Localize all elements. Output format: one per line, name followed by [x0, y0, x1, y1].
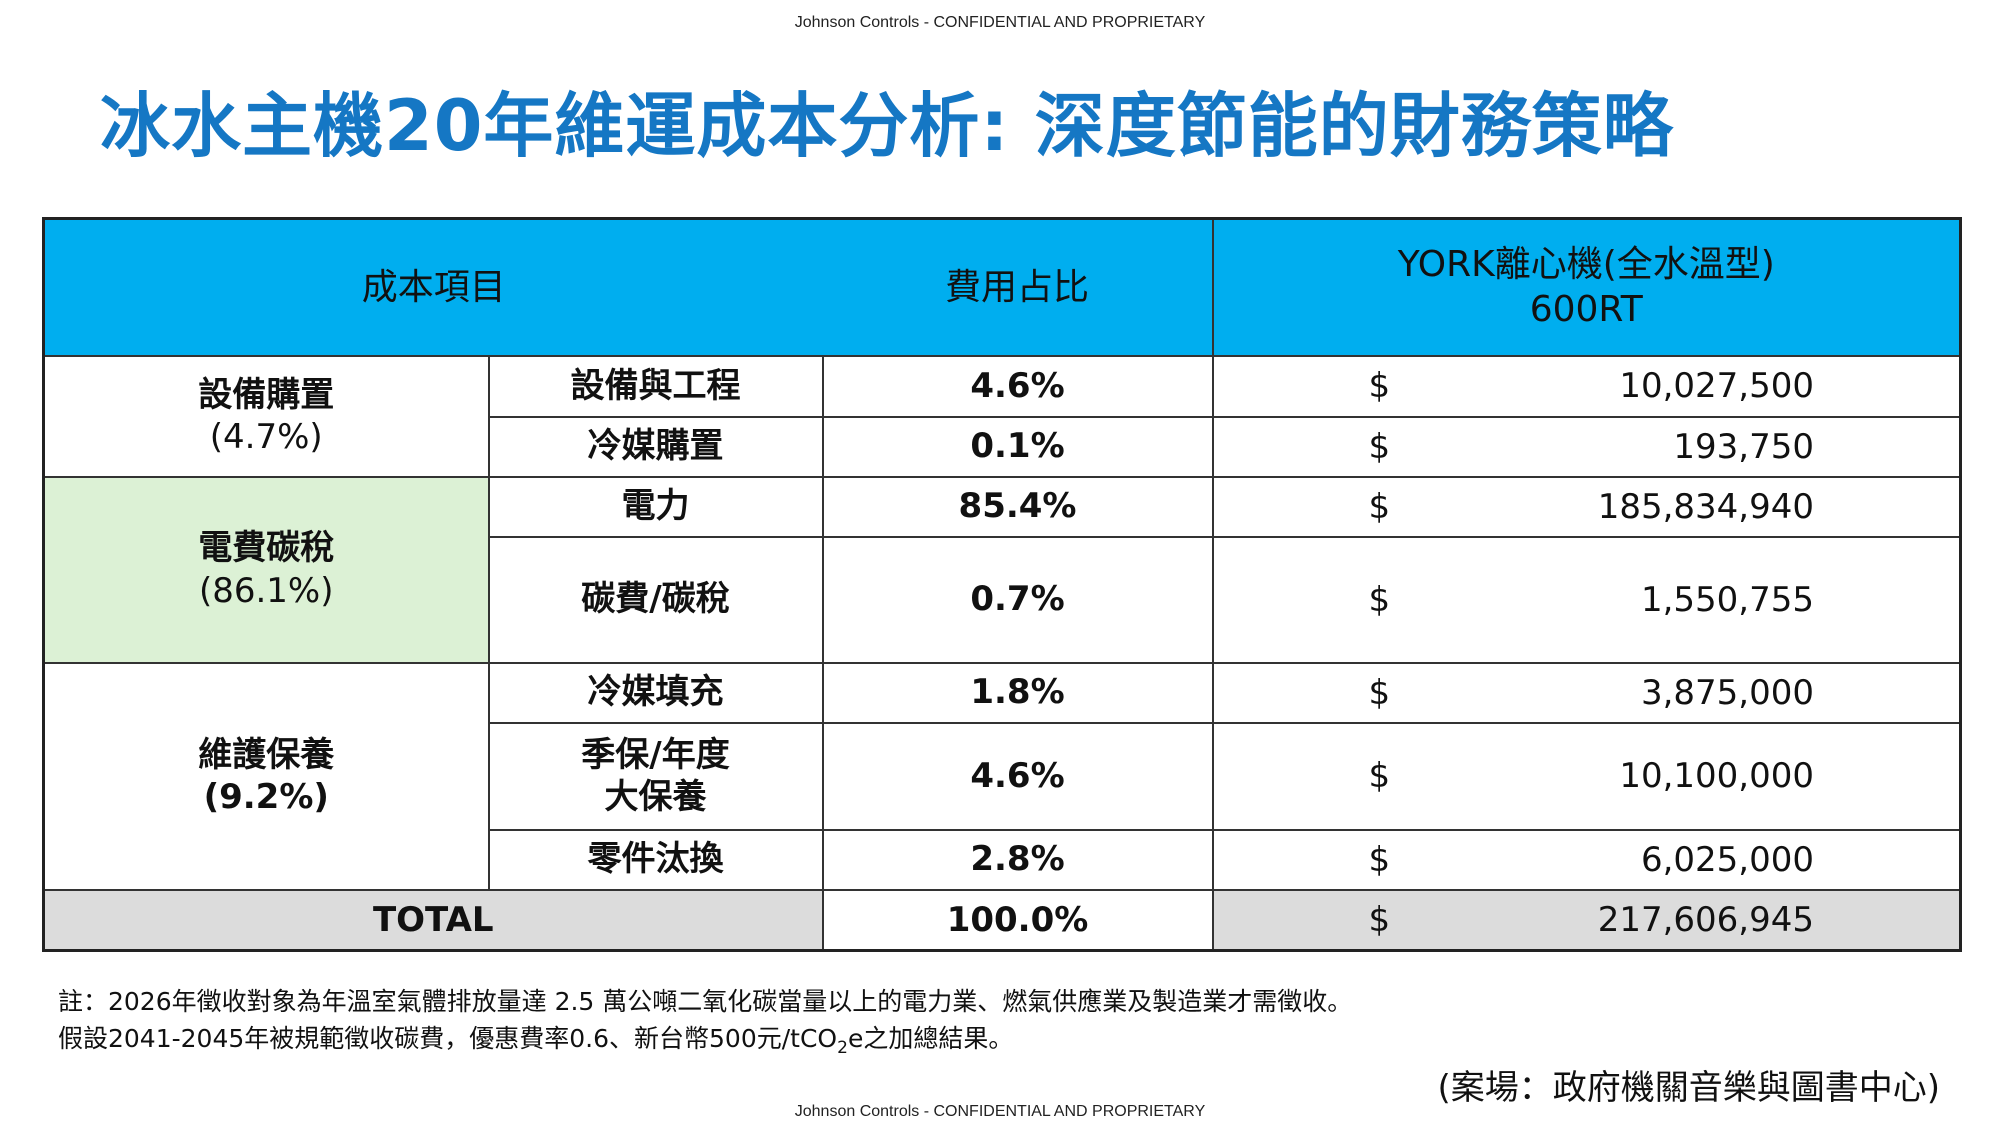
amount-value: 185,834,940 [1597, 486, 1815, 527]
table-row: 季保/年度 大保養 4.6% $ 10,100,000 [44, 721, 1962, 831]
confidential-header: Johnson Controls - CONFIDENTIAL AND PROP… [794, 14, 1206, 31]
page-title: 冰水主機20年維運成本分析: 深度節能的財務策略 [100, 85, 1674, 167]
footnotes: 註：2026年徵收對象為年溫室氣體排放量達 2.5 萬公噸二氧化碳當量以上的電力… [58, 983, 1352, 1067]
currency-symbol: $ [1368, 579, 1391, 620]
group-pct: (4.7%) [209, 417, 323, 457]
group-maintenance: 維護保養 (9.2%) [42, 661, 490, 891]
case-site-note: (案場：政府機關音樂與圖書中心) [1437, 1068, 1940, 1108]
amount-cell: $ 6,025,000 [1211, 828, 1962, 891]
amount-value: 10,100,000 [1619, 755, 1815, 796]
item-line-1: 季保/年度 [581, 734, 730, 775]
ratio-cell: 2.8% [821, 828, 1214, 891]
total-amount-cell: $ 217,606,945 [1211, 888, 1962, 952]
table-row: 冷媒購置 0.1% $ 193,750 [44, 415, 1962, 478]
amount-cell: $ 185,834,940 [1211, 475, 1962, 538]
amount-value: 1,550,755 [1640, 579, 1815, 620]
item-cell: 冷媒填充 [487, 661, 824, 724]
group-label: 維護保養 [198, 734, 335, 775]
amount-cell: $ 3,875,000 [1211, 661, 1962, 724]
currency-symbol: $ [1368, 426, 1391, 467]
item-cell: 設備與工程 [487, 354, 824, 418]
amount-cell: $ 10,027,500 [1211, 354, 1962, 418]
total-amount-value: 217,606,945 [1597, 899, 1815, 940]
item-cell: 碳費/碳稅 [487, 535, 824, 664]
amount-value: 6,025,000 [1640, 839, 1815, 880]
currency-symbol: $ [1368, 486, 1391, 527]
total-row: TOTAL 100.0% $ 217,606,945 [42, 888, 1962, 952]
group-equipment: 設備購置 (4.7%) [42, 354, 490, 478]
amount-cell: $ 10,100,000 [1211, 721, 1962, 831]
table-row: 電費碳稅 (86.1%) 電力 85.4% $ 185,834,940 [42, 475, 1962, 664]
cost-analysis-table: 成本項目 費用占比 YORK離心機(全水溫型) 600RT 設備購置 (4.7%… [42, 217, 1963, 952]
currency-symbol: $ [1368, 672, 1391, 713]
header-york-capacity: 600RT [1529, 289, 1643, 331]
currency-symbol: $ [1368, 365, 1391, 406]
header-york: YORK離心機(全水溫型) 600RT [1211, 217, 1961, 357]
ratio-cell: 4.6% [821, 721, 1214, 831]
ratio-cell: 85.4% [821, 475, 1214, 538]
table-row: 碳費/碳稅 0.7% $ 1,550,755 [44, 535, 1962, 664]
item-cell: 冷媒購置 [487, 415, 824, 478]
ratio-cell: 0.1% [821, 415, 1214, 478]
total-ratio: 100.0% [821, 888, 1214, 952]
header-york-model: YORK離心機(全水溫型) [1397, 244, 1775, 286]
group-pct: (9.2%) [203, 777, 329, 817]
amount-value: 3,875,000 [1640, 672, 1815, 713]
footnote-line-2: 假設2041-2045年被規範徵收碳費，優惠費率0.6、新台幣500元/tCO2… [58, 1020, 1352, 1067]
confidential-footer: Johnson Controls - CONFIDENTIAL AND PROP… [794, 1103, 1206, 1120]
item-cell: 零件汰換 [487, 828, 824, 891]
total-label: TOTAL [42, 888, 824, 952]
ratio-cell: 0.7% [821, 535, 1214, 664]
item-line-2: 大保養 [604, 777, 707, 817]
footnote-line-2-end: e之加總結果。 [847, 1024, 1014, 1053]
table-row: 維護保養 (9.2%) 冷媒填充 1.8% $ 3,875,000 [42, 661, 1962, 891]
item-cell: 季保/年度 大保養 [487, 721, 824, 831]
amount-value: 193,750 [1673, 426, 1815, 467]
amount-cell: $ 1,550,755 [1211, 535, 1962, 664]
table-row: 設備購置 (4.7%) 設備與工程 4.6% $ 10,027,500 [42, 354, 1962, 478]
group-label: 設備購置 [198, 374, 335, 415]
group-label: 電費碳稅 [198, 528, 335, 568]
header-cost-item: 成本項目 [43, 217, 823, 357]
currency-symbol: $ [1368, 899, 1391, 940]
table-row: 零件汰換 2.8% $ 6,025,000 [44, 828, 1962, 891]
amount-value: 10,027,500 [1619, 365, 1815, 406]
footnote-subscript: 2 [837, 1038, 848, 1058]
group-electricity-carbon: 電費碳稅 (86.1%) [42, 475, 490, 664]
ratio-cell: 4.6% [821, 354, 1214, 418]
footnote-line-1: 註：2026年徵收對象為年溫室氣體排放量達 2.5 萬公噸二氧化碳當量以上的電力… [58, 987, 1353, 1016]
currency-symbol: $ [1368, 755, 1391, 796]
footnote-line-2-text: 假設2041-2045年被規範徵收碳費，優惠費率0.6、新台幣500元/tCO [58, 1024, 838, 1053]
header-ratio: 費用占比 [822, 217, 1213, 357]
group-pct: (86.1%) [198, 570, 334, 611]
table-header-row: 成本項目 費用占比 YORK離心機(全水溫型) 600RT [43, 217, 1961, 357]
amount-cell: $ 193,750 [1211, 415, 1962, 478]
currency-symbol: $ [1368, 839, 1391, 880]
item-cell: 電力 [487, 475, 824, 538]
ratio-cell: 1.8% [821, 661, 1214, 724]
